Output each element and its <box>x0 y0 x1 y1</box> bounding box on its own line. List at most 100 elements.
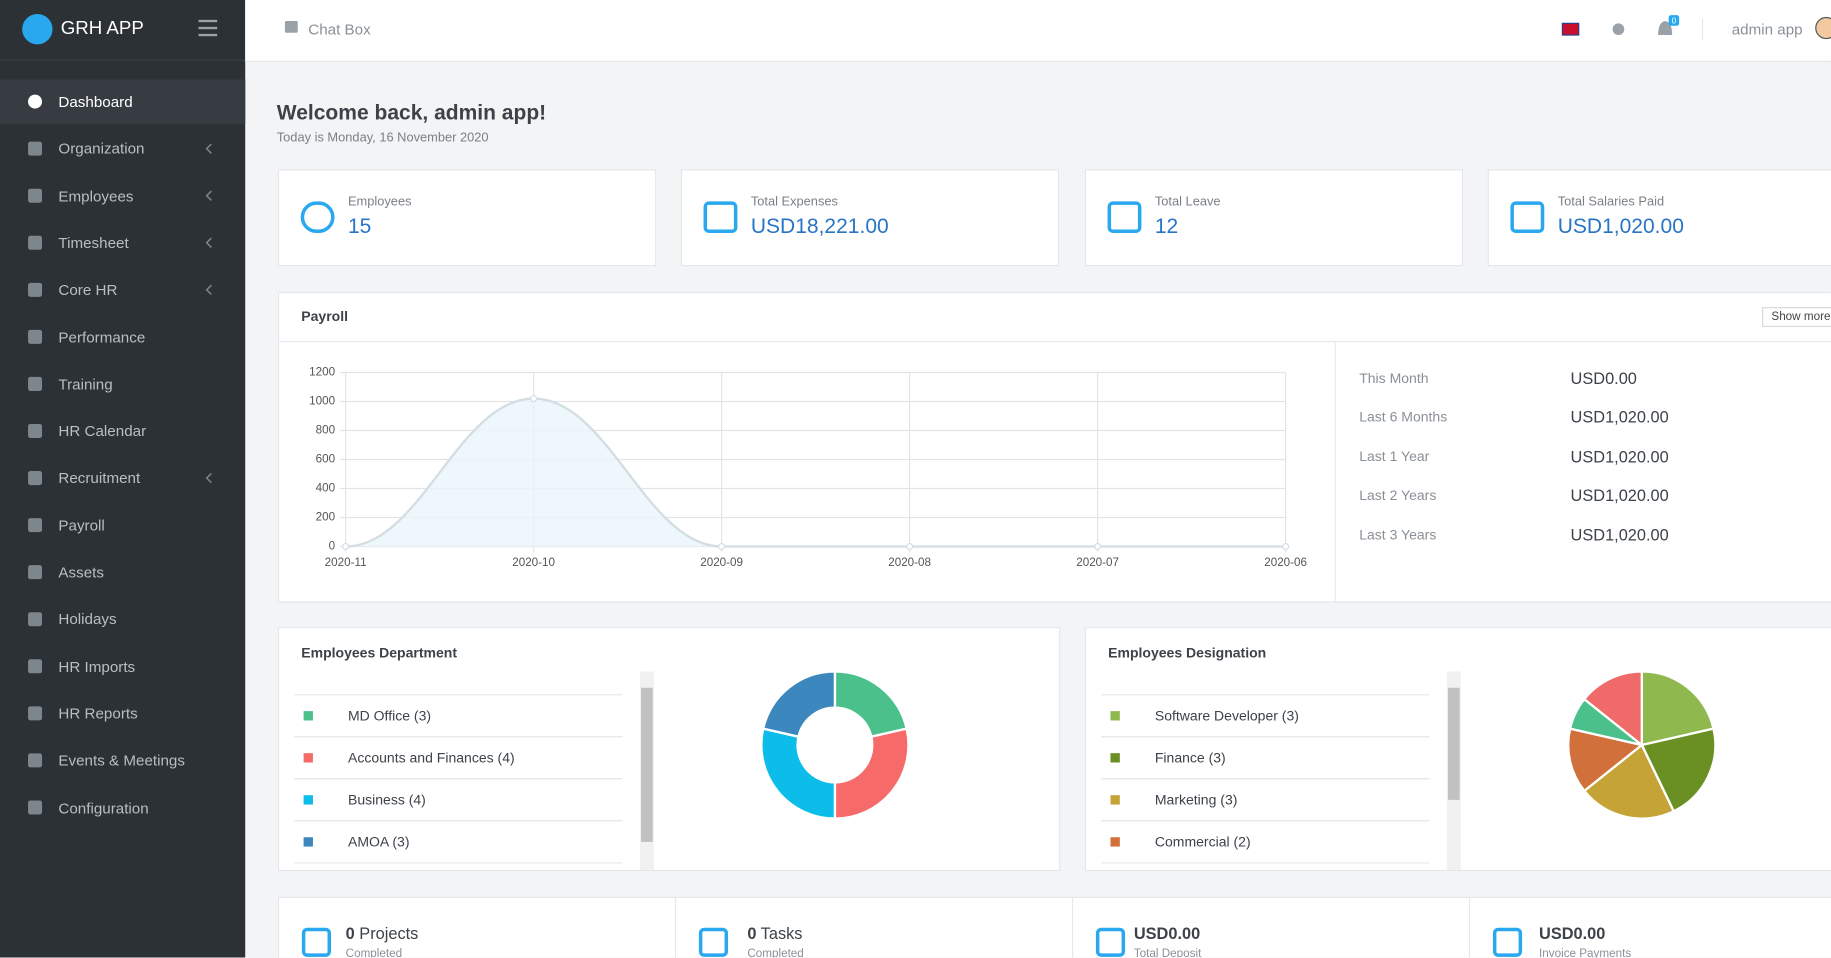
legend-swatch <box>1110 753 1120 763</box>
payroll-vdivider <box>1334 342 1336 602</box>
summary-label: Last 3 Years <box>1359 526 1437 543</box>
chat-link[interactable]: Chat Box <box>308 20 371 38</box>
nav-icon <box>28 141 43 156</box>
menu-toggle[interactable] <box>198 33 218 37</box>
nav-item[interactable]: Core HR <box>58 281 118 299</box>
summary-value: USD0.00 <box>1570 368 1637 388</box>
nav-item[interactable]: Dashboard <box>58 92 133 111</box>
pie-slice <box>761 670 837 739</box>
show-more-button[interactable]: Show more <box>1762 307 1831 327</box>
pie-slice <box>1640 727 1717 813</box>
tile-title: 0 Tasks <box>747 924 802 943</box>
scrollbar-thumb[interactable] <box>1447 687 1460 800</box>
nav-item[interactable]: Configuration <box>58 798 149 817</box>
nav-item[interactable]: Timesheet <box>58 233 129 252</box>
line-point <box>1094 542 1102 550</box>
x-tick-label: 2020-08 <box>888 556 931 569</box>
notifications-bell[interactable] <box>1658 21 1673 36</box>
tile-icon <box>301 927 332 957</box>
pie-slice <box>833 670 909 739</box>
nav-icon <box>28 423 43 439</box>
summary-value: USD1,020.00 <box>1570 407 1669 427</box>
welcome-date: Today is Monday, 16 November 2020 <box>276 130 489 145</box>
nav-item[interactable]: Organization <box>58 139 145 158</box>
legend-swatch <box>303 753 313 763</box>
stat-value: USD18,221.00 <box>750 214 889 238</box>
card-title: Employees Department <box>301 644 458 661</box>
nav-icon <box>28 235 43 250</box>
stat-card <box>1487 169 1831 267</box>
legend-label: AMOA (3) <box>347 833 410 851</box>
submenu-arrow <box>205 143 212 154</box>
nav-item[interactable]: Employees <box>58 186 134 205</box>
legend-label: Accounts and Finances (4) <box>347 749 515 767</box>
pie-slice <box>833 727 910 820</box>
line-point <box>530 395 538 403</box>
nav-icon <box>28 376 43 391</box>
nav-item[interactable]: Performance <box>58 328 146 346</box>
nav-item[interactable]: Holidays <box>58 610 117 628</box>
nav-item[interactable]: Recruitment <box>58 469 141 487</box>
nav-icon <box>28 706 43 721</box>
brand-name: GRH APP <box>60 18 144 39</box>
line-area <box>345 398 1286 547</box>
tile-divider <box>1468 896 1471 958</box>
user-avatar[interactable] <box>1815 16 1831 40</box>
line <box>345 397 1286 548</box>
tile-sub: Total Deposit <box>1133 947 1202 958</box>
legend-swatch <box>303 837 313 847</box>
menu-toggle[interactable] <box>198 19 218 23</box>
tile-divider <box>674 896 677 958</box>
tile-count: USD0.00 <box>1133 923 1201 943</box>
y-tick-label: 1200 <box>309 366 335 379</box>
stat-icon <box>1107 201 1142 233</box>
nav-item[interactable]: HR Calendar <box>58 422 147 440</box>
submenu-arrow <box>205 237 212 248</box>
legend-label: Software Developer (3) <box>1154 707 1299 724</box>
tile-title: 0 Projects <box>346 924 419 943</box>
nav-item[interactable]: Payroll <box>58 516 105 534</box>
nav-icon <box>28 471 43 486</box>
tile-label: Tasks <box>760 923 803 943</box>
brand-bar <box>0 0 246 61</box>
menu-toggle[interactable] <box>198 26 218 30</box>
tile-icon <box>1095 927 1126 957</box>
stat-icon <box>1510 201 1545 233</box>
language-flag[interactable] <box>1561 22 1580 36</box>
nav-icon <box>28 518 43 533</box>
nav-icon <box>28 282 43 297</box>
user-name[interactable]: admin app <box>1731 20 1803 38</box>
summary-value: USD1,020.00 <box>1570 446 1669 466</box>
x-tick-label: 2020-07 <box>1076 556 1119 569</box>
summary-card <box>277 896 1831 958</box>
card-title: Payroll <box>301 308 349 325</box>
nav-item[interactable]: Assets <box>58 563 104 581</box>
settings-icon[interactable] <box>1612 23 1625 36</box>
nav-item[interactable]: HR Imports <box>58 657 136 676</box>
legend-swatch <box>1110 711 1120 721</box>
tile-count: 0 <box>747 923 757 943</box>
scrollbar-thumb[interactable] <box>641 687 653 842</box>
nav-item[interactable]: Training <box>58 375 113 393</box>
nav-item[interactable]: Events & Meetings <box>58 751 185 770</box>
stat-value: 12 <box>1154 214 1179 238</box>
nav-icon <box>28 612 43 627</box>
x-tick-label: 2020-11 <box>325 556 367 569</box>
chat-icon <box>284 21 298 33</box>
y-tick-label: 800 <box>316 424 336 437</box>
tile-title: USD0.00 <box>1134 924 1200 943</box>
submenu-arrow <box>205 190 212 201</box>
summary-value: USD1,020.00 <box>1570 524 1669 544</box>
stat-value: 15 <box>347 214 372 238</box>
y-tick-label: 400 <box>316 482 336 495</box>
nav-icon <box>28 565 43 580</box>
notification-badge-bg <box>1668 15 1680 26</box>
nav-item[interactable]: HR Reports <box>58 704 138 723</box>
line-point <box>342 542 350 550</box>
legend-swatch <box>303 711 313 721</box>
tile-sub: Invoice Payments <box>1539 947 1632 958</box>
stat-card <box>1084 169 1464 267</box>
